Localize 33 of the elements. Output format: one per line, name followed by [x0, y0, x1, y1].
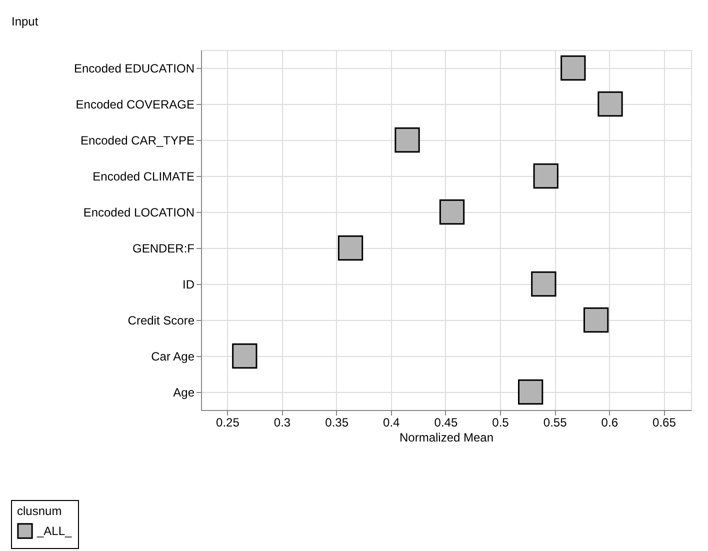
point [338, 235, 364, 261]
point [394, 127, 420, 153]
x-tick-label: 0.45 [434, 416, 458, 430]
point [531, 271, 556, 297]
x-axis-title: Normalized Mean [399, 430, 494, 444]
y-tick-label: Encoded LOCATION [83, 206, 194, 220]
y-tick-label: Encoded CAR_TYPE [80, 134, 194, 148]
y-tick-label: Credit Score [128, 314, 195, 328]
y-tick-label: Car Age [151, 350, 195, 364]
x-tick-label: 0.55 [543, 416, 568, 430]
x-tick-label: 0.5 [492, 416, 510, 430]
x-tick-label: 0.25 [216, 416, 240, 430]
point [560, 55, 586, 81]
x-tick-label: 0.65 [652, 416, 676, 430]
y-tick-label: Encoded COVERAGE [76, 98, 194, 112]
x-tick-label: 0.4 [383, 416, 400, 430]
point [518, 379, 544, 405]
y-tick-label: GENDER:F [132, 242, 194, 256]
point [232, 343, 258, 369]
x-tick-label: 0.35 [325, 416, 349, 430]
legend-label: _ALL_ [36, 524, 72, 538]
point [583, 307, 609, 333]
y-tick-label: ID [182, 278, 195, 292]
y-tick-label: Encoded CLIMATE [92, 170, 194, 184]
point [533, 163, 558, 189]
point [598, 91, 623, 117]
x-tick-label: 0.3 [274, 416, 291, 430]
y-tick-label: Encoded EDUCATION [74, 62, 194, 76]
point [439, 199, 465, 225]
x-tick-label: 0.6 [601, 416, 618, 430]
y-axis-title: Input [12, 14, 39, 28]
y-tick-label: Age [173, 386, 195, 400]
legend-title: clusnum [17, 504, 62, 518]
